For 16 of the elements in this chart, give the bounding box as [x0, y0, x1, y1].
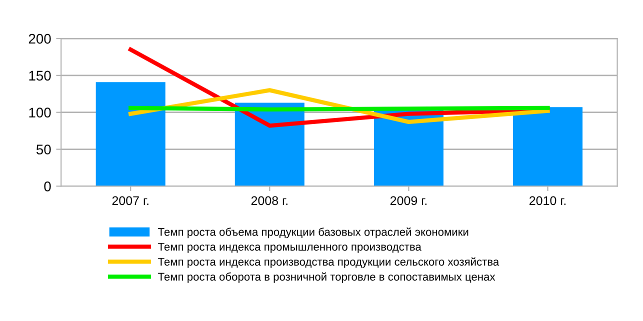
y-tick-label: 0 — [44, 182, 51, 192]
legend-label: Темп роста объема продукции базовых отраслей экономики — [158, 228, 468, 238]
line-series — [128, 88, 550, 124]
y-tick-label: 200 — [28, 34, 51, 44]
x-tick-label: 2007 г. — [112, 196, 148, 206]
bar — [96, 82, 166, 186]
y-tick-label: 50 — [36, 144, 51, 154]
x-tick-label: 2008 г. — [251, 196, 288, 206]
x-tick-label: 2010 г. — [529, 196, 566, 206]
legend-label: Темп роста оборота в розничной торговле в сопоставимых ценах — [158, 272, 496, 283]
y-tick-label: 150 — [29, 70, 51, 81]
x-tick-label: 2009 г. — [390, 196, 426, 206]
legend-label: Темп роста индекса промышленного производства — [158, 242, 422, 253]
y-tick-label: 100 — [29, 108, 51, 118]
bar — [512, 107, 583, 186]
legend-label: Темп роста индекса производства продукции сельского хозяйства — [158, 257, 500, 268]
